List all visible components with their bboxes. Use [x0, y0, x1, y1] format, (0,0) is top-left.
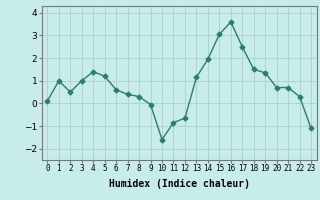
X-axis label: Humidex (Indice chaleur): Humidex (Indice chaleur)	[109, 179, 250, 189]
